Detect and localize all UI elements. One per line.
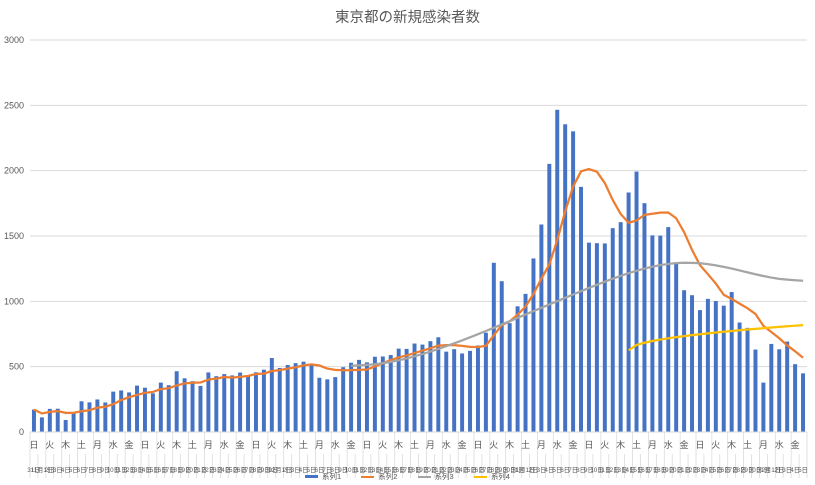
svg-text:水: 水 (775, 439, 784, 450)
svg-text:月: 月 (204, 440, 213, 450)
svg-text:火: 火 (600, 440, 609, 450)
svg-text:木: 木 (727, 439, 736, 450)
svg-text:木: 木 (61, 439, 70, 450)
svg-text:日: 日 (695, 440, 704, 450)
svg-text:金: 金 (569, 439, 578, 450)
svg-text:土: 土 (410, 439, 419, 450)
svg-text:月: 月 (426, 440, 435, 450)
svg-text:水: 水 (553, 439, 562, 450)
svg-text:水: 水 (442, 439, 451, 450)
svg-text:金: 金 (680, 439, 689, 450)
svg-text:2500: 2500 (4, 100, 24, 110)
svg-text:1500: 1500 (4, 231, 24, 241)
svg-text:火: 火 (378, 440, 387, 450)
svg-text:月: 月 (759, 440, 768, 450)
svg-text:火: 火 (156, 440, 165, 450)
svg-text:日: 日 (29, 440, 38, 450)
svg-text:土: 土 (188, 439, 197, 450)
svg-text:木: 木 (283, 439, 292, 450)
svg-text:水: 水 (109, 439, 118, 450)
svg-text:水: 水 (664, 439, 673, 450)
svg-text:水: 水 (331, 439, 340, 450)
svg-text:火: 火 (489, 440, 498, 450)
svg-text:木: 木 (394, 439, 403, 450)
svg-text:日: 日 (473, 440, 482, 450)
svg-text:日: 日 (251, 440, 260, 450)
svg-text:土: 土 (632, 439, 641, 450)
svg-text:0: 0 (19, 427, 24, 437)
svg-text:土: 土 (743, 439, 752, 450)
svg-text:土: 土 (521, 439, 530, 450)
svg-text:月: 月 (537, 440, 546, 450)
svg-text:月: 月 (315, 440, 324, 450)
svg-text:火: 火 (711, 440, 720, 450)
svg-text:500: 500 (9, 362, 24, 372)
svg-text:金: 金 (791, 439, 800, 450)
svg-text:金: 金 (458, 439, 467, 450)
svg-text:木: 木 (172, 439, 181, 450)
svg-text:金: 金 (236, 439, 245, 450)
svg-text:月: 月 (648, 440, 657, 450)
svg-text:水: 水 (220, 439, 229, 450)
svg-text:日: 日 (584, 440, 593, 450)
svg-text:木: 木 (616, 439, 625, 450)
svg-text:土: 土 (77, 439, 86, 450)
svg-text:2000: 2000 (4, 166, 24, 176)
svg-text:金: 金 (125, 439, 134, 450)
svg-text:日: 日 (362, 440, 371, 450)
svg-text:日: 日 (140, 440, 149, 450)
svg-text:金: 金 (347, 439, 356, 450)
svg-text:月: 月 (93, 440, 102, 450)
svg-text:木: 木 (505, 439, 514, 450)
svg-text:火: 火 (267, 440, 276, 450)
svg-text:土: 土 (299, 439, 308, 450)
svg-text:1000: 1000 (4, 296, 24, 306)
svg-text:3000: 3000 (4, 35, 24, 45)
svg-text:火: 火 (45, 440, 54, 450)
